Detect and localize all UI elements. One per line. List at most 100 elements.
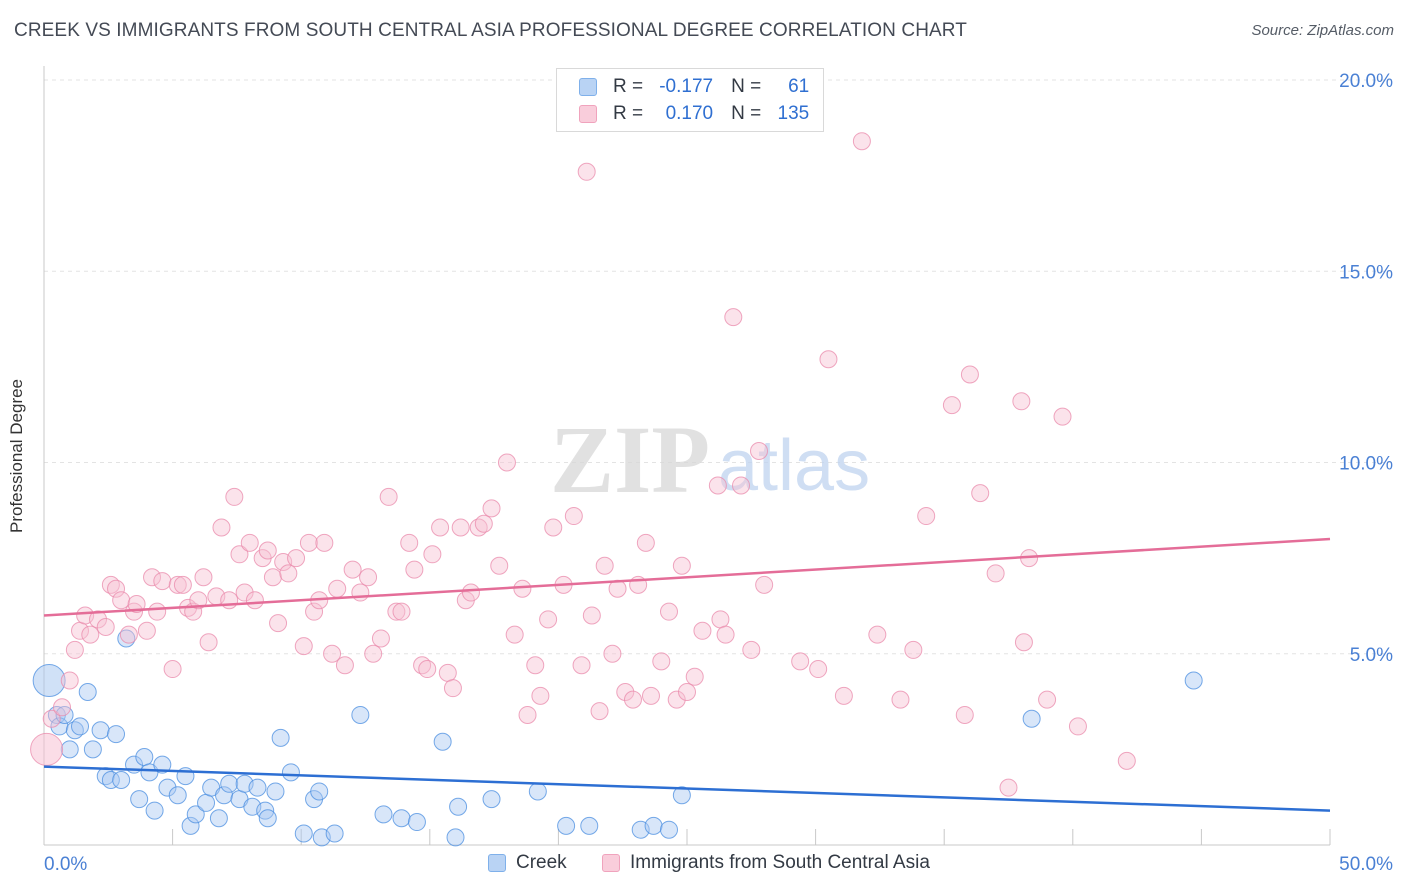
scatter-point [490, 556, 509, 575]
scatter-point [186, 805, 205, 824]
y-tick-label: 20.0% [1339, 71, 1393, 92]
scatter-point [672, 556, 691, 575]
scatter-point [294, 637, 313, 656]
scatter-point [220, 591, 239, 610]
immigrants-n-value: 135 [777, 103, 810, 124]
series-0-points [32, 629, 1203, 847]
scatter-point [305, 602, 324, 621]
scatter-point [834, 686, 853, 705]
stats-row-creek: R = -0.177 N = 61 [579, 75, 809, 99]
scatter-point [215, 786, 234, 805]
scatter-point [623, 690, 642, 709]
scatter-point [755, 575, 774, 594]
scatter-point [153, 755, 172, 774]
scatter-point [999, 778, 1018, 797]
scatter-point [904, 640, 923, 659]
scatter-point [693, 621, 712, 640]
scatter-point [163, 660, 182, 679]
scatter-point [230, 545, 249, 564]
scatter-point [240, 533, 259, 552]
scatter-point [482, 499, 501, 518]
scatter-point [407, 813, 426, 832]
watermark-atlas: atlas [718, 426, 870, 506]
scatter-point [423, 545, 442, 564]
scatter-point [482, 790, 501, 809]
scatter-point [544, 518, 563, 537]
x-tick-label-max: 50.0% [1339, 854, 1393, 875]
scatter-point [158, 778, 177, 797]
scatter-point [405, 560, 424, 579]
scatter-point [708, 476, 727, 495]
scatter-point [83, 740, 102, 759]
scatter-point [65, 640, 84, 659]
scatter-point [392, 809, 411, 828]
legend-item-creek[interactable]: Creek [488, 852, 567, 874]
immigrants-swatch [579, 105, 597, 123]
scatter-point [659, 820, 678, 839]
grid-lines [44, 79, 1394, 655]
scatter-point [245, 591, 264, 610]
scatter-point [189, 591, 208, 610]
scatter-point [50, 717, 69, 736]
scatter-point [564, 507, 583, 526]
scatter-point [78, 683, 97, 701]
legend-immigrants-swatch [602, 854, 620, 872]
scatter-point [130, 790, 149, 809]
scatter-point [1068, 717, 1087, 736]
scatter-point [258, 541, 277, 560]
scatter-point [323, 644, 342, 663]
scatter-point [1184, 671, 1203, 690]
scatter-point [750, 442, 769, 461]
scatter-point [577, 162, 596, 181]
scatter-point [809, 660, 828, 679]
scatter-point [53, 698, 72, 717]
trend-lines [43, 537, 1331, 812]
scatter-point [819, 350, 838, 369]
scatter-point [986, 564, 1005, 583]
legend-creek-label: Creek [516, 852, 567, 873]
scatter-point [181, 816, 200, 835]
scatter-point [791, 652, 810, 671]
scatter-point [1053, 407, 1072, 426]
scatter-point [852, 132, 871, 151]
scatter-point [590, 702, 609, 721]
scatter-point [112, 770, 131, 789]
scatter-point [1022, 709, 1041, 728]
scatter-point [137, 621, 156, 640]
source-label: Source: ZipAtlas.com [1251, 22, 1394, 39]
scatter-point [212, 518, 231, 537]
legend-creek-swatch [488, 854, 506, 872]
scatter-point [580, 816, 599, 835]
scatter-point [636, 533, 655, 552]
scatter-point [379, 487, 398, 506]
scatter-point [1038, 690, 1057, 709]
scatter-point [199, 633, 218, 652]
scatter-point [263, 568, 282, 587]
scatter-point [197, 793, 216, 812]
x-tick-label-min: 0.0% [44, 854, 87, 875]
creek-swatch [579, 78, 597, 96]
scatter-point [505, 625, 524, 644]
scatter-point [279, 564, 298, 583]
scatter-point [1012, 392, 1031, 411]
scatter-point [30, 732, 64, 766]
creek-n-value: 61 [788, 76, 810, 97]
scatter-point [60, 740, 79, 759]
scatter-point [96, 617, 115, 636]
scatter-point [518, 705, 537, 724]
scatter-point [351, 705, 370, 724]
scatter-point [443, 679, 462, 698]
scatter-point [942, 396, 961, 415]
scatter-point [641, 686, 660, 705]
scatter-point [742, 640, 761, 659]
scatter-point [572, 656, 591, 675]
scatter-point [659, 602, 678, 621]
scatter-point [582, 606, 601, 625]
legend-item-immigrants[interactable]: Immigrants from South Central Asia [602, 852, 930, 874]
scatter-point [557, 816, 576, 835]
scatter-point [359, 568, 378, 587]
scatter-point [220, 774, 239, 793]
scatter-point [461, 583, 480, 602]
scatter-point [60, 671, 79, 690]
scatter-point [685, 667, 704, 686]
